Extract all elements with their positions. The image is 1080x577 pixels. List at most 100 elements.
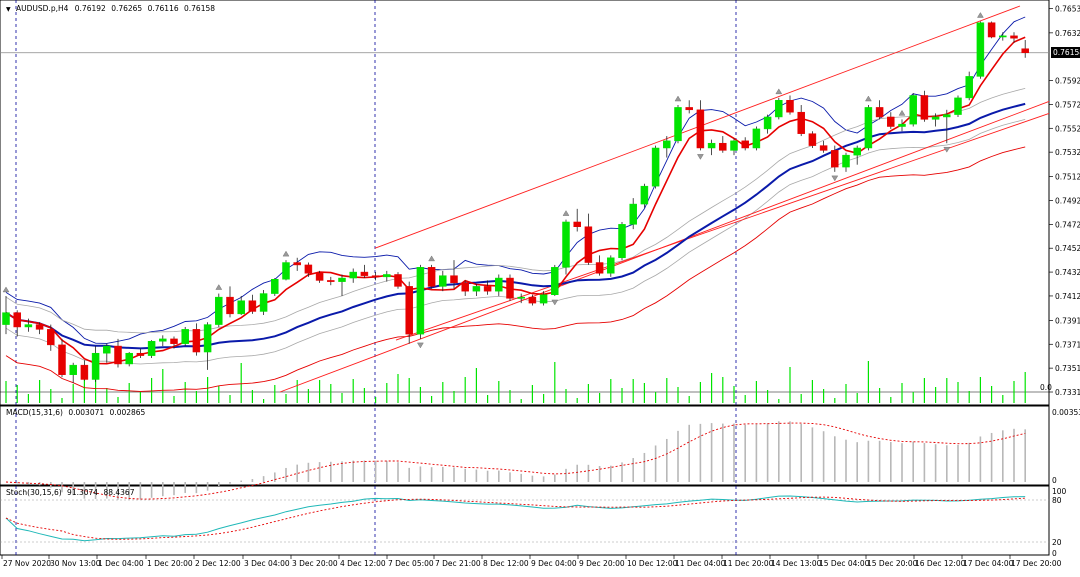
candle-body <box>450 275 458 284</box>
fractal-down-icon <box>551 299 559 306</box>
stoch-0-label: 0 <box>1052 549 1057 558</box>
time-axis-label: 1 Dec 20:00 <box>147 559 193 568</box>
candle-body <box>495 277 503 292</box>
candle-body <box>248 300 257 312</box>
candle-body <box>282 262 290 280</box>
stoch-signal-value: 88.4367 <box>103 488 135 497</box>
macd-name: MACD(15,31,6) <box>6 408 63 417</box>
candle-body <box>226 296 234 315</box>
fractal-up-icon <box>775 88 783 95</box>
fractal-down-icon <box>831 175 839 182</box>
stoch-panel[interactable] <box>0 485 1050 556</box>
candle-body <box>674 107 682 142</box>
fractal-up-icon <box>215 284 223 290</box>
time-axis-label: 1 Dec 04:00 <box>98 559 144 568</box>
price-axis-label: 0.76325 <box>1055 29 1080 38</box>
candle-body <box>315 273 324 281</box>
candle-body <box>808 133 817 146</box>
time-axis-label: 9 Dec 20:00 <box>579 559 625 568</box>
candle-body <box>13 312 21 328</box>
open-value: 0.76192 <box>74 4 106 13</box>
time-axis-label: 15 Dec 20:00 <box>867 559 918 568</box>
main-chart-panel[interactable] <box>0 0 1050 406</box>
candle-body <box>472 286 481 292</box>
time-axis-label: 2 Dec 12:00 <box>195 559 241 568</box>
candle-body <box>920 95 929 120</box>
candle-body <box>931 116 940 120</box>
macd-zero-label: 0 <box>1052 476 1057 485</box>
candle-body <box>114 345 122 365</box>
lower-envelope-line <box>5 146 1026 392</box>
price-axis-label: 0.75525 <box>1055 124 1080 133</box>
time-axis-label: 7 Dec 05:00 <box>388 559 434 568</box>
candle-body <box>819 145 828 151</box>
candle-body <box>719 142 727 151</box>
macd-panel[interactable] <box>0 405 1050 486</box>
candle-body <box>2 312 10 325</box>
candle-body <box>640 185 649 205</box>
time-axis-label: 3 Dec 20:00 <box>292 559 338 568</box>
candle-body <box>91 352 100 380</box>
candle-body <box>271 278 279 294</box>
candle-body <box>831 150 839 168</box>
candle-body <box>752 128 761 149</box>
candle-body <box>58 344 66 375</box>
fractal-up-icon <box>282 250 290 257</box>
candle-body <box>259 293 268 312</box>
candle-body <box>215 296 223 325</box>
triangle-down-icon: ▼ <box>6 6 11 13</box>
candle-body <box>103 345 111 354</box>
time-axis-label: 17 Dec 04:00 <box>963 559 1014 568</box>
candle-body <box>293 262 301 266</box>
candle-body <box>237 300 245 315</box>
stoch-80-label: 80 <box>1052 496 1062 505</box>
price-axis-label: 0.73715 <box>1055 340 1080 349</box>
stoch-name: Stoch(30,15,6) <box>6 488 62 497</box>
candle-body <box>551 267 559 296</box>
candle-body <box>584 226 593 263</box>
candle-body <box>741 140 749 149</box>
candle-body <box>528 296 537 304</box>
time-axis-label: 17 Dec 20:00 <box>1011 559 1062 568</box>
time-axis-label: 10 Dec 12:00 <box>627 559 678 568</box>
fractal-up-icon <box>674 95 682 102</box>
candle-body <box>618 224 626 259</box>
time-axis-label: 9 Dec 04:00 <box>531 559 577 568</box>
candle-body <box>875 107 884 118</box>
close-value: 0.76158 <box>184 4 216 13</box>
candle-body <box>954 97 962 115</box>
candle-body <box>506 277 514 299</box>
candle-body <box>125 352 133 365</box>
price-axis-label: 0.73915 <box>1055 316 1080 325</box>
inner-lower-band-line <box>5 119 1026 365</box>
fast-ma-line <box>5 36 1026 365</box>
stoch-100-label: 100 <box>1052 487 1067 496</box>
candle-body <box>987 22 996 38</box>
main-info-label: ▼ AUDUSD.p,H4 0.76192 0.76265 0.76116 0.… <box>6 4 215 15</box>
stoch-signal-line <box>5 496 1026 540</box>
candle-body <box>327 280 335 282</box>
candle-body <box>439 275 447 287</box>
candle-body <box>943 114 951 118</box>
candle-body <box>24 324 33 328</box>
candle-body <box>965 76 973 99</box>
candle-body <box>394 274 402 287</box>
candle-body <box>853 147 861 156</box>
macd-info-label: MACD(15,31,6) 0.003071 0.002865 <box>6 408 145 418</box>
symbol-label: AUDUSD.p,H4 <box>16 4 69 13</box>
price-axis-label: 0.75325 <box>1055 148 1080 157</box>
time-axis-label: 7 Dec 21:00 <box>435 559 481 568</box>
candle-body <box>663 140 671 149</box>
candle-body <box>999 35 1007 38</box>
candle-body <box>371 275 380 278</box>
time-axis-label: 11 Dec 20:00 <box>723 559 774 568</box>
candle-body <box>416 267 425 335</box>
stoch-info-label: Stoch(30,15,6) 91.3074 88.4367 <box>6 488 134 498</box>
